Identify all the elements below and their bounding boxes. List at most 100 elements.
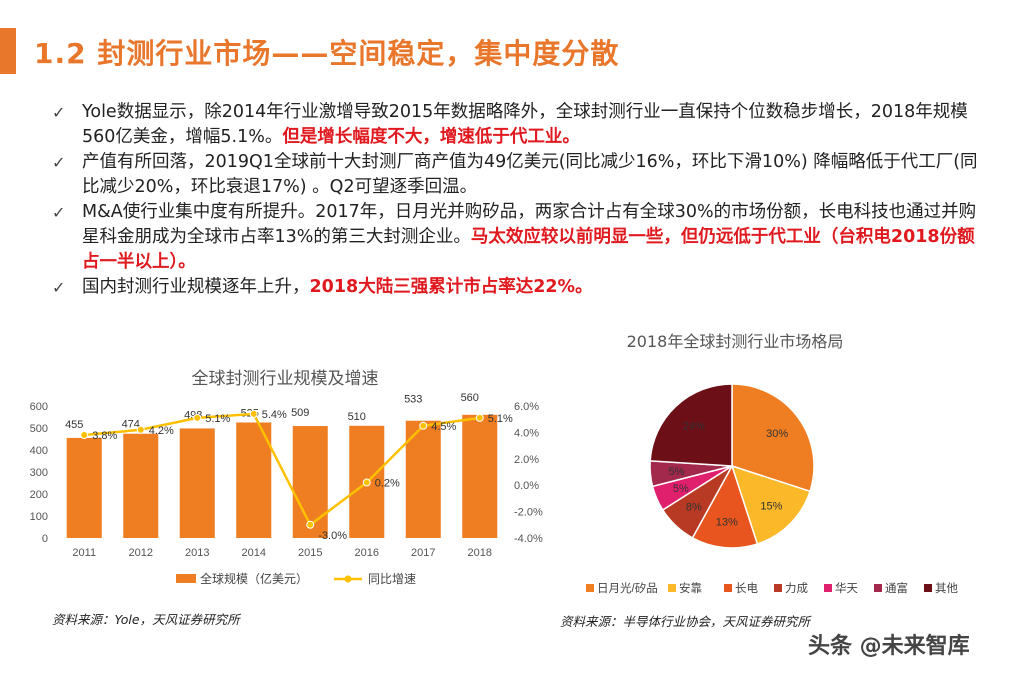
growth-point [193, 413, 202, 422]
pie-slice [649, 383, 733, 467]
pie-slice-label: 8% [686, 502, 702, 514]
growth-value-label: 0.2% [375, 478, 400, 490]
bullet-highlight: 但是增长幅度不大，增速低于代工业。 [282, 127, 580, 147]
pie-slice-label: 24% [683, 420, 705, 432]
x-tick-label: 2013 [185, 547, 209, 559]
pie-slice [731, 383, 815, 493]
bullet-text: Yole数据显示，除2014年行业激增导致2015年数据略降外，全球封测行业一直… [82, 102, 968, 147]
x-tick-label: 2017 [411, 547, 435, 559]
pie-slice [691, 464, 759, 549]
combo-chart-title: 全球封测行业规模及增速 [191, 369, 379, 389]
y-right-tick-label: 6.0% [514, 401, 539, 413]
bar [179, 428, 215, 538]
pie-legend-label: 其他 [935, 582, 958, 595]
y-right-tick-label: -4.0% [514, 533, 543, 545]
pie-legend-label: 长电 [735, 582, 758, 595]
check-icon: ✓ [52, 278, 66, 297]
bullet-text: 产值有所回落，2019Q1全球前十大封测厂商产值为49亿美元(同比减少16%，环… [82, 152, 978, 197]
pie-slice-label: 15% [760, 500, 782, 512]
y-right-tick-label: 0.0% [514, 480, 539, 492]
y-left-tick-label: 600 [30, 401, 48, 413]
pie-legend-label: 安靠 [679, 581, 702, 595]
bar-value-label: 533 [404, 394, 422, 406]
growth-point [249, 409, 258, 418]
legend-swatch-bar [176, 574, 196, 583]
slide-title: 1.2 封测行业市场——空间稳定，集中度分散 [34, 37, 620, 70]
pie-slice-label: 30% [766, 428, 788, 440]
bar-value-label: 509 [291, 407, 309, 419]
legend-label-bar: 全球规模（亿美元） [200, 571, 308, 586]
check-icon: ✓ [52, 103, 66, 122]
x-tick-label: 2018 [468, 547, 492, 559]
growth-point [475, 413, 484, 422]
growth-point [419, 421, 428, 430]
bar [66, 437, 102, 538]
pie-legend-swatch [724, 584, 732, 592]
check-icon: ✓ [52, 153, 66, 172]
x-tick-label: 2011 [72, 547, 96, 559]
bullet-item: ✓ M&A使行业集中度有所提升。2017年，日月光并购矽品，两家合计占有全球30%… [48, 200, 978, 275]
pie-legend-swatch [774, 584, 782, 592]
growth-line [84, 412, 480, 527]
pie-slice-label: 5% [673, 483, 689, 495]
pie-legend-swatch [874, 584, 882, 592]
bullet-item: ✓ Yole数据显示，除2014年行业激增导致2015年数据略降外，全球封测行业一… [48, 100, 978, 150]
bar [292, 426, 328, 538]
source-note-left: 资料来源：Yole，天风证券研究所 [52, 612, 240, 627]
y-left-tick-label: 500 [30, 423, 48, 435]
pie-slice-label: 5% [669, 466, 685, 478]
bar-value-label: 510 [348, 411, 366, 423]
pie-legend-label: 华天 [835, 581, 858, 595]
check-icon: ✓ [52, 203, 66, 222]
bar-value-label: 560 [461, 392, 479, 404]
bar [405, 420, 441, 538]
bullet-list: ✓ Yole数据显示，除2014年行业激增导致2015年数据略降外，全球封测行业一… [48, 100, 978, 300]
x-tick-label: 2016 [355, 547, 379, 559]
bar [236, 422, 272, 538]
bullet-highlight: 马太效应较以前明显一些，但仍远低于代工业（台积电2018份额占一半以上）。 [82, 227, 975, 272]
growth-value-label: -3.0% [318, 530, 347, 542]
pie-legend-swatch [924, 584, 932, 592]
legend-marker-line [344, 575, 352, 583]
growth-value-label: 5.4% [262, 409, 287, 421]
pie-legend-label: 力成 [785, 582, 808, 595]
pie-legend-swatch [668, 584, 676, 592]
growth-value-label: 4.2% [149, 425, 174, 437]
pie-legend-swatch [824, 584, 832, 592]
bullet-item: ✓ 产值有所回落，2019Q1全球前十大封测厂商产值为49亿美元(同比减少16%，… [48, 150, 978, 200]
growth-point [362, 478, 371, 487]
pie-legend-swatch [586, 584, 594, 592]
y-right-tick-label: 4.0% [514, 427, 539, 439]
growth-point [136, 425, 145, 434]
y-right-tick-label: 2.0% [514, 454, 539, 466]
source-note-right: 资料来源：半导体行业协会，天风证券研究所 [560, 614, 811, 629]
growth-value-label: 5.1% [488, 413, 513, 425]
bullet-text: 国内封测行业规模逐年上升， [82, 277, 310, 297]
pie-chart-title: 2018年全球封测行业市场格局 [626, 332, 844, 351]
bar [462, 414, 498, 538]
growth-value-label: 5.1% [205, 413, 230, 425]
y-left-tick-label: 300 [30, 467, 48, 479]
legend-label-line: 同比增速 [368, 572, 416, 586]
pie-legend-label: 日月光/矽品 [597, 581, 658, 595]
x-tick-label: 2015 [298, 547, 322, 559]
x-tick-label: 2014 [242, 547, 266, 559]
y-left-tick-label: 400 [30, 445, 48, 457]
bar-value-label: 455 [65, 419, 83, 431]
growth-point [306, 520, 315, 529]
bullet-highlight: 2018大陆三强累计市占率达22%。 [309, 277, 593, 297]
bullet-item: ✓ 国内封测行业规模逐年上升，2018大陆三强累计市占率达22%。 [48, 275, 978, 300]
growth-value-label: 3.8% [92, 430, 117, 442]
bar-value-label: 474 [122, 419, 140, 431]
x-tick-label: 2012 [129, 547, 153, 559]
watermark: 头条 @未来智库 [808, 634, 970, 659]
growth-value-label: 4.5% [431, 421, 456, 433]
y-left-tick-label: 200 [30, 489, 48, 501]
title-accent-bar [0, 28, 16, 74]
bar [123, 433, 159, 538]
pie-legend-label: 通富 [885, 581, 908, 595]
y-left-tick-label: 0 [42, 533, 48, 545]
pie-slice-label: 13% [716, 517, 738, 529]
